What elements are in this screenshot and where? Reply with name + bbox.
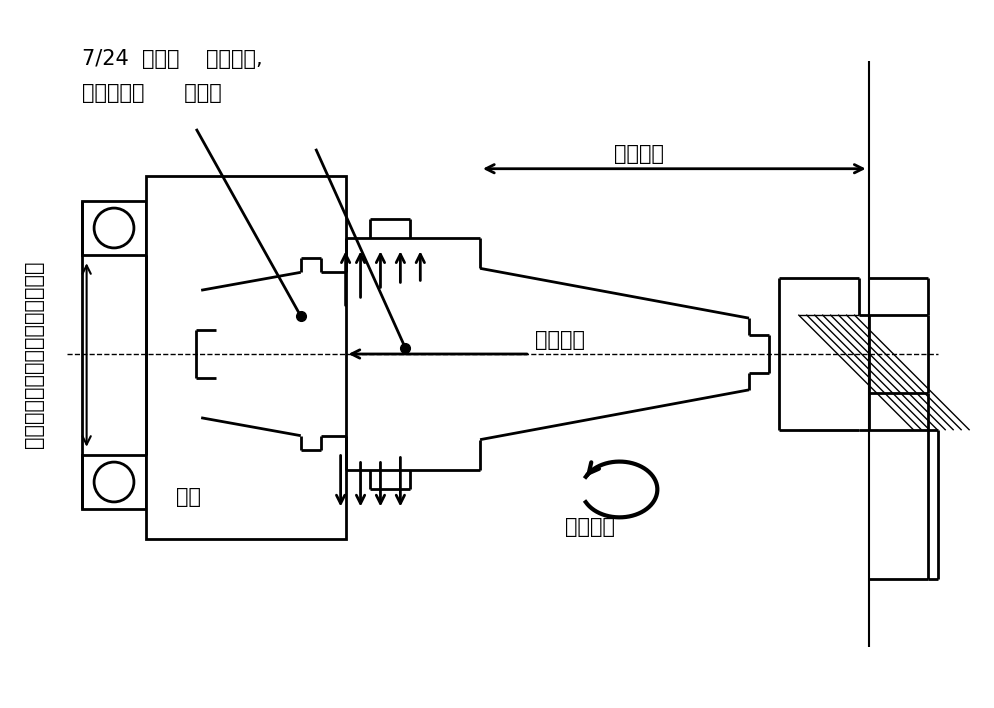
Bar — [82, 200, 146, 256]
Text: 刀柄偏移: 刀柄偏移 — [535, 330, 584, 350]
Text: 高速下要求主轴及其轴承直径较小: 高速下要求主轴及其轴承直径较小 — [24, 261, 44, 447]
Text: 大悬伸量: 大悬伸量 — [614, 144, 664, 164]
Bar — [146, 176, 346, 539]
Text: 7/24  锥柄尾    实心锥体,: 7/24 锥柄尾 实心锥体, — [82, 49, 262, 69]
Text: 扩张: 扩张 — [176, 488, 201, 508]
Text: 高速回转: 高速回转 — [565, 518, 614, 537]
Bar — [82, 455, 146, 509]
Text: 部直径较小      质量大: 部直径较小 质量大 — [82, 83, 222, 103]
